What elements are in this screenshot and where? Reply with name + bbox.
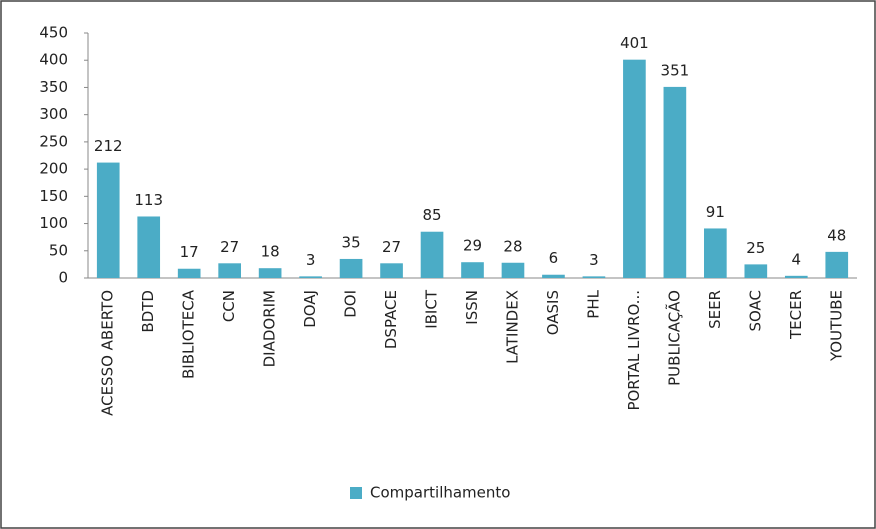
y-tick-label: 100 <box>39 214 68 232</box>
x-tick-label: DOI <box>342 290 360 318</box>
bar <box>96 162 120 278</box>
data-label: 91 <box>706 203 725 221</box>
bar <box>177 268 201 278</box>
bar <box>744 264 768 278</box>
bar <box>582 276 606 278</box>
data-label: 4 <box>792 250 802 268</box>
bar <box>420 231 444 278</box>
bar <box>218 263 241 278</box>
x-tick-label: SOAC <box>746 290 764 332</box>
x-tick-label: ISSN <box>463 290 481 325</box>
x-tick-label: IBICT <box>423 289 441 329</box>
data-label: 6 <box>549 249 559 267</box>
y-tick-label: 250 <box>39 132 68 150</box>
y-tick-label: 400 <box>39 51 68 69</box>
x-tick-label: SEER <box>706 290 724 329</box>
bar <box>258 268 282 278</box>
data-label: 3 <box>589 251 599 269</box>
bar <box>299 276 322 278</box>
x-tick-label: PUBLICAÇÃO <box>664 290 683 386</box>
data-label: 28 <box>503 237 522 255</box>
x-tick-label: ACESSO ABERTO <box>99 290 117 416</box>
data-label: 35 <box>342 233 361 251</box>
y-tick-label: 350 <box>39 78 68 96</box>
bar <box>380 263 403 278</box>
data-label: 3 <box>306 251 316 269</box>
data-label: 27 <box>220 238 239 256</box>
data-label: 85 <box>422 206 441 224</box>
data-label: 27 <box>382 238 401 256</box>
bar <box>542 274 565 278</box>
x-tick-label: PORTAL LIVRO... <box>625 290 643 411</box>
bar <box>825 251 849 278</box>
x-tick-label: DOAJ <box>301 290 319 328</box>
bar <box>339 258 363 278</box>
legend-swatch <box>350 487 362 499</box>
data-label: 18 <box>261 243 280 261</box>
x-tick-label: DIADORIM <box>261 290 279 367</box>
x-tick-label: BDTD <box>139 290 157 333</box>
bar <box>461 262 484 278</box>
y-tick-label: 300 <box>39 105 68 123</box>
y-tick-label: 50 <box>49 241 68 259</box>
data-label: 212 <box>94 137 123 155</box>
bar <box>784 275 808 278</box>
x-tick-label: LATINDEX <box>503 290 521 364</box>
y-tick-label: 200 <box>39 160 68 178</box>
x-tick-label: DSPACE <box>382 290 400 349</box>
data-label: 29 <box>463 237 482 255</box>
y-tick-label: 0 <box>58 269 68 287</box>
x-tick-label: YOUTUBE <box>827 290 845 362</box>
bar <box>663 86 687 279</box>
data-label: 351 <box>661 61 690 79</box>
y-tick-label: 450 <box>39 24 68 42</box>
x-tick-label: CCN <box>220 290 238 322</box>
data-label: 25 <box>746 239 765 257</box>
x-tick-label: BIBLIOTECA <box>180 289 198 379</box>
x-tick-label: OASIS <box>544 290 562 335</box>
data-label: 401 <box>620 34 649 52</box>
data-label: 113 <box>134 191 163 209</box>
legend-label: Compartilhamento <box>370 484 510 502</box>
x-tick-label: TECER <box>787 290 805 340</box>
data-label: 17 <box>180 243 199 261</box>
bar <box>137 216 161 278</box>
bar <box>501 262 525 278</box>
data-label: 48 <box>827 226 846 244</box>
y-tick-label: 150 <box>39 187 68 205</box>
bar <box>623 59 646 278</box>
bar <box>704 228 727 278</box>
x-tick-label: PHL <box>584 289 602 318</box>
